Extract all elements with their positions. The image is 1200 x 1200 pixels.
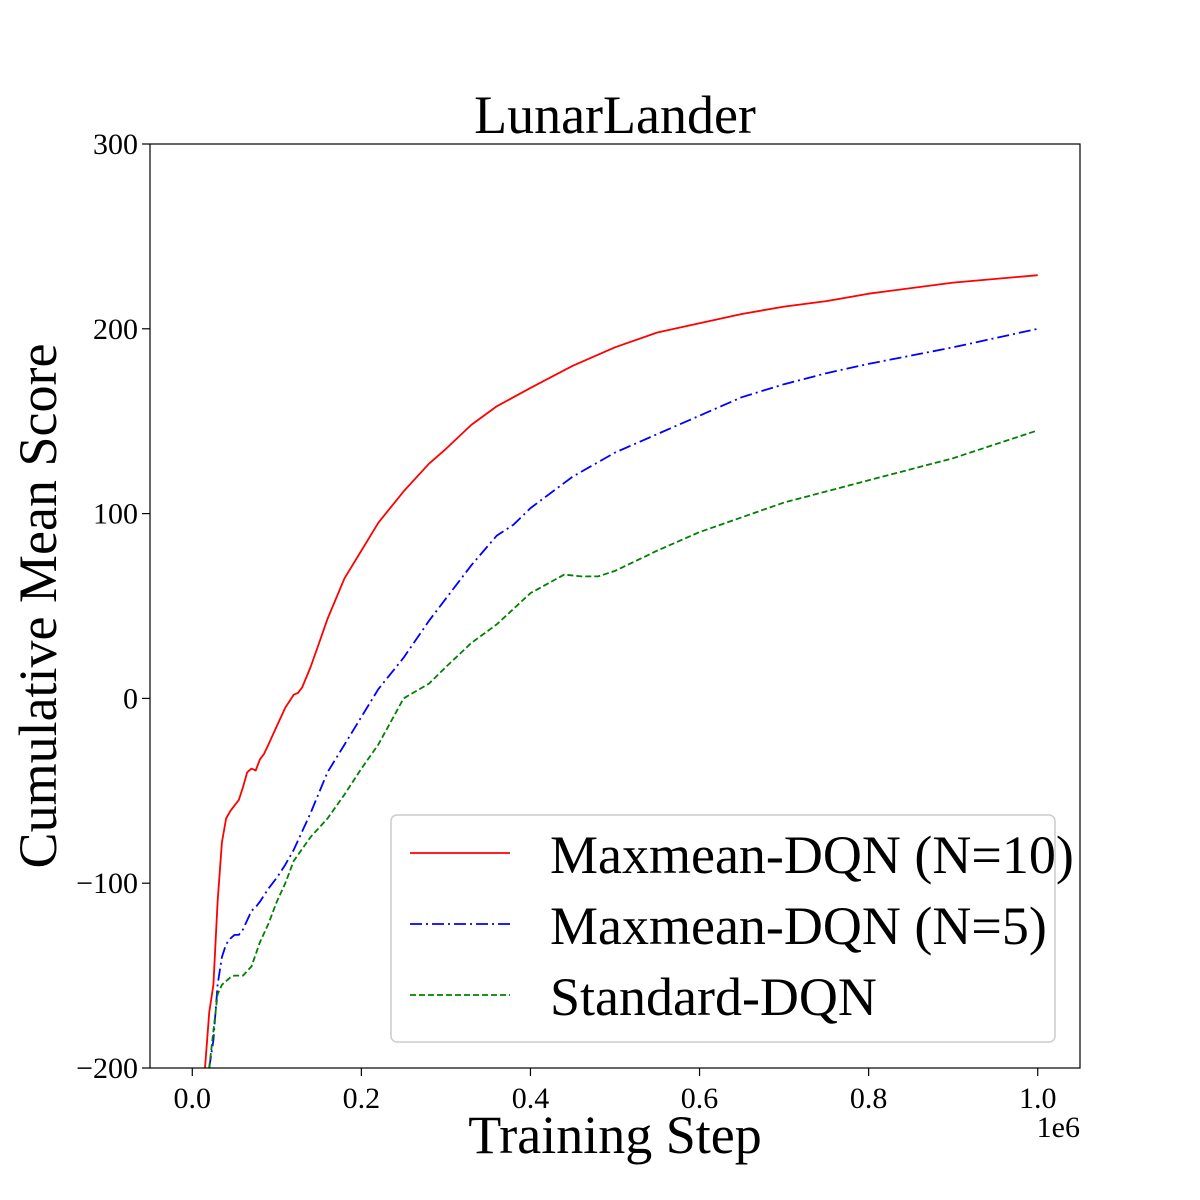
- series-line-standard-dqn: [208, 429, 1038, 1068]
- legend-label-standard-dqn: Standard-DQN: [550, 967, 877, 1027]
- x-tick-label: 0.2: [343, 1082, 381, 1115]
- x-axis-label: Training Step: [468, 1105, 762, 1165]
- x-tick-label: 0.8: [850, 1082, 888, 1115]
- series-line-maxmean-dqn-n-10: [204, 274, 1038, 1068]
- plot-frame: [149, 143, 1081, 1069]
- y-tick-label: −100: [76, 867, 138, 900]
- legend: Maxmean-DQN (N=10) Maxmean-DQN (N=5) Sta…: [390, 814, 1074, 1043]
- y-tick-label: 100: [93, 498, 138, 531]
- series-line-maxmean-dqn-n-5: [208, 327, 1038, 1068]
- x-offset-label: 1e6: [1037, 1111, 1080, 1144]
- x-tick-label: 0.4: [512, 1082, 550, 1115]
- chart-title: LunarLander: [474, 85, 756, 145]
- y-tick-label: 200: [93, 313, 138, 346]
- y-axis-label: Cumulative Mean Score: [8, 344, 68, 869]
- y-axis-ticks: −200 −100 0 100 200 300: [76, 128, 150, 1085]
- legend-label-maxmean-n10: Maxmean-DQN (N=10): [550, 825, 1074, 885]
- legend-label-maxmean-n5: Maxmean-DQN (N=5): [550, 896, 1047, 956]
- y-tick-label: −200: [76, 1052, 138, 1085]
- legend-frame: [390, 814, 1056, 1043]
- x-tick-label: 0.6: [681, 1082, 719, 1115]
- x-tick-label: 1.0: [1019, 1082, 1057, 1115]
- y-tick-label: 0: [123, 682, 138, 715]
- y-tick-label: 300: [93, 128, 138, 161]
- series-lines: [204, 274, 1038, 1068]
- x-tick-label: 0.0: [174, 1082, 212, 1115]
- x-axis-ticks: 0.0 0.2 0.4 0.6 0.8 1.0: [174, 1068, 1057, 1115]
